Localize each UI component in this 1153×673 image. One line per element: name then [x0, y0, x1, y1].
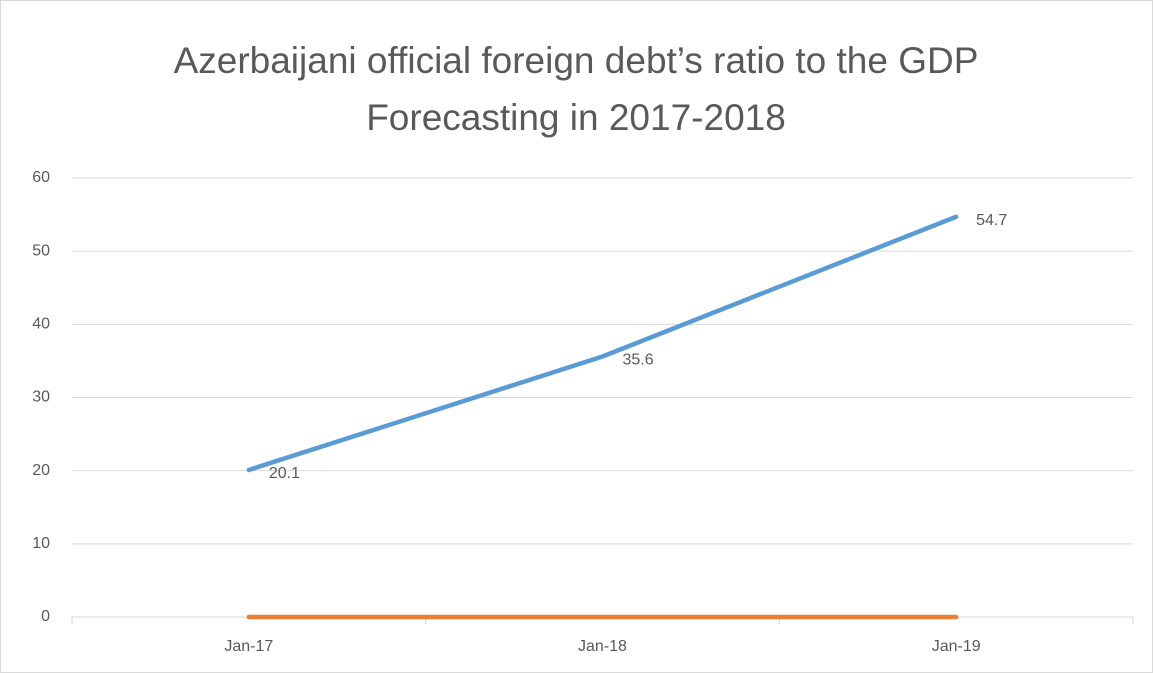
y-tick-label: 10 — [32, 535, 50, 552]
y-tick-label: 30 — [32, 389, 50, 406]
y-tick-label: 20 — [32, 462, 50, 479]
x-tick-label: Jan-17 — [224, 638, 273, 655]
data-label: 54.7 — [976, 212, 1007, 229]
series-line — [246, 214, 959, 473]
chart-title: Azerbaijani official foreign debt’s rati… — [173, 40, 979, 138]
data-label: 20.1 — [269, 465, 300, 482]
y-tick-label: 0 — [41, 608, 50, 625]
y-tick-label: 50 — [32, 242, 50, 259]
y-tick-label: 40 — [32, 316, 50, 333]
x-tick-label: Jan-18 — [578, 638, 627, 655]
y-tick-label: 60 — [32, 169, 50, 186]
data-label: 35.6 — [623, 352, 654, 369]
x-tick-label: Jan-19 — [932, 638, 981, 655]
